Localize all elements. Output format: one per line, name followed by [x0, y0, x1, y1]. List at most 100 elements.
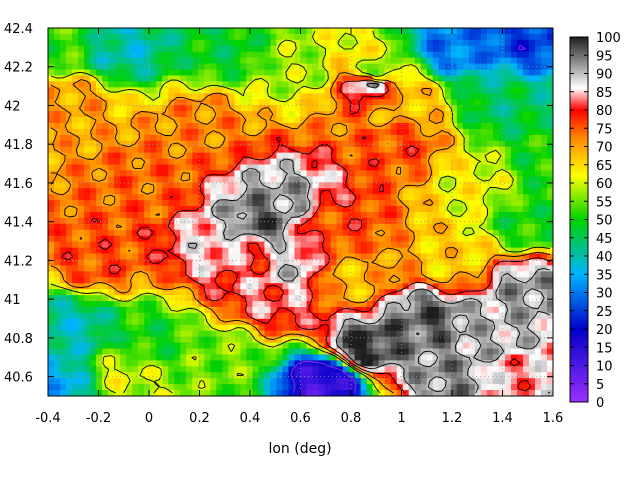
heatmap-cell — [180, 39, 187, 47]
heatmap-cell — [66, 348, 73, 356]
heatmap-cell — [204, 140, 211, 148]
heatmap-cell — [510, 182, 518, 189]
heatmap-cell — [318, 336, 326, 344]
heatmap-cell — [198, 217, 205, 225]
heatmap-cell — [192, 164, 199, 172]
heatmap-cell — [240, 57, 247, 65]
heatmap-cell — [132, 182, 139, 189]
heatmap-cell — [126, 235, 133, 243]
heatmap-cell — [444, 146, 452, 154]
heatmap-cell — [102, 188, 109, 195]
heatmap-cell — [444, 158, 452, 166]
heatmap-cell — [492, 235, 500, 243]
heatmap-cell — [264, 348, 272, 356]
heatmap-cell — [306, 265, 314, 272]
heatmap-cell — [156, 378, 163, 385]
heatmap-cell — [468, 200, 476, 207]
heatmap-cell — [348, 134, 356, 142]
heatmap-cell — [546, 87, 553, 94]
heatmap-cell — [498, 318, 506, 326]
heatmap-cell — [480, 301, 488, 308]
heatmap-cell — [414, 188, 422, 195]
heatmap-cell — [180, 378, 187, 385]
heatmap-cell — [306, 277, 314, 284]
heatmap-cell — [282, 271, 290, 278]
heatmap-cell — [510, 212, 518, 219]
heatmap-cell — [360, 134, 368, 142]
heatmap-cell — [156, 188, 163, 195]
heatmap-cell — [414, 271, 422, 278]
heatmap-cell — [522, 241, 530, 249]
heatmap-cell — [300, 63, 308, 71]
heatmap-cell — [138, 111, 145, 118]
heatmap-cell — [216, 247, 223, 255]
heatmap-cell — [216, 312, 223, 320]
heatmap-cell — [228, 289, 235, 296]
heatmap-cell — [186, 158, 193, 166]
heatmap-cell — [234, 206, 241, 213]
heatmap-cell — [252, 271, 260, 278]
heatmap-cell — [120, 259, 127, 267]
heatmap-cell — [234, 330, 241, 338]
heatmap-cell — [270, 99, 278, 106]
heatmap-cell — [402, 188, 410, 195]
heatmap-cell — [54, 330, 61, 338]
heatmap-cell — [384, 51, 392, 59]
heatmap-cell — [282, 283, 290, 290]
heatmap-cell — [528, 223, 536, 231]
heatmap-cell — [270, 289, 278, 296]
heatmap-cell — [234, 93, 241, 100]
heatmap-cell — [540, 289, 548, 296]
heatmap-cell — [282, 306, 290, 314]
heatmap-cell — [144, 99, 151, 106]
heatmap-cell — [390, 188, 398, 195]
heatmap-cell — [492, 146, 500, 154]
heatmap-cell — [198, 306, 205, 314]
heatmap-cell — [264, 45, 272, 53]
heatmap-cell — [372, 212, 380, 219]
heatmap-cell — [336, 117, 344, 124]
heatmap-cell — [444, 87, 452, 94]
heatmap-cell — [444, 229, 452, 237]
heatmap-cell — [468, 134, 476, 142]
heatmap-cell — [342, 57, 350, 65]
heatmap-cell — [378, 283, 386, 290]
heatmap-cell — [378, 336, 386, 344]
heatmap-cell — [54, 176, 61, 183]
heatmap-cell — [366, 122, 374, 130]
heatmap-cell — [246, 170, 253, 177]
heatmap-cell — [366, 111, 374, 118]
heatmap-cell — [204, 152, 211, 160]
heatmap-cell — [504, 259, 512, 267]
heatmap-cell — [54, 182, 61, 189]
heatmap-cell — [342, 194, 350, 201]
heatmap-cell — [210, 330, 217, 338]
heatmap-cell — [294, 295, 302, 302]
heatmap-cell — [48, 99, 55, 106]
heatmap-cell — [144, 117, 151, 124]
heatmap-cell — [90, 306, 97, 314]
heatmap-cell — [414, 306, 422, 314]
heatmap-cell — [204, 128, 211, 136]
heatmap-cell — [234, 229, 241, 237]
heatmap-cell — [360, 235, 368, 243]
heatmap-cell — [288, 206, 296, 213]
heatmap-cell — [294, 33, 302, 41]
heatmap-cell — [354, 63, 362, 71]
heatmap-cell — [306, 259, 314, 267]
heatmap-cell — [546, 301, 553, 308]
heatmap-cell — [312, 212, 320, 219]
heatmap-cell — [276, 354, 284, 361]
heatmap-cell — [54, 117, 61, 124]
heatmap-cell — [192, 342, 199, 350]
heatmap-cell — [204, 45, 211, 53]
heatmap-cell — [318, 259, 326, 267]
heatmap-cell — [534, 105, 542, 112]
heatmap-cell — [270, 128, 278, 136]
heatmap-cell — [96, 134, 103, 142]
heatmap-cell — [348, 348, 356, 356]
heatmap-cell — [426, 45, 434, 53]
heatmap-cell — [402, 117, 410, 124]
heatmap-cell — [354, 158, 362, 166]
heatmap-cell — [450, 45, 458, 53]
